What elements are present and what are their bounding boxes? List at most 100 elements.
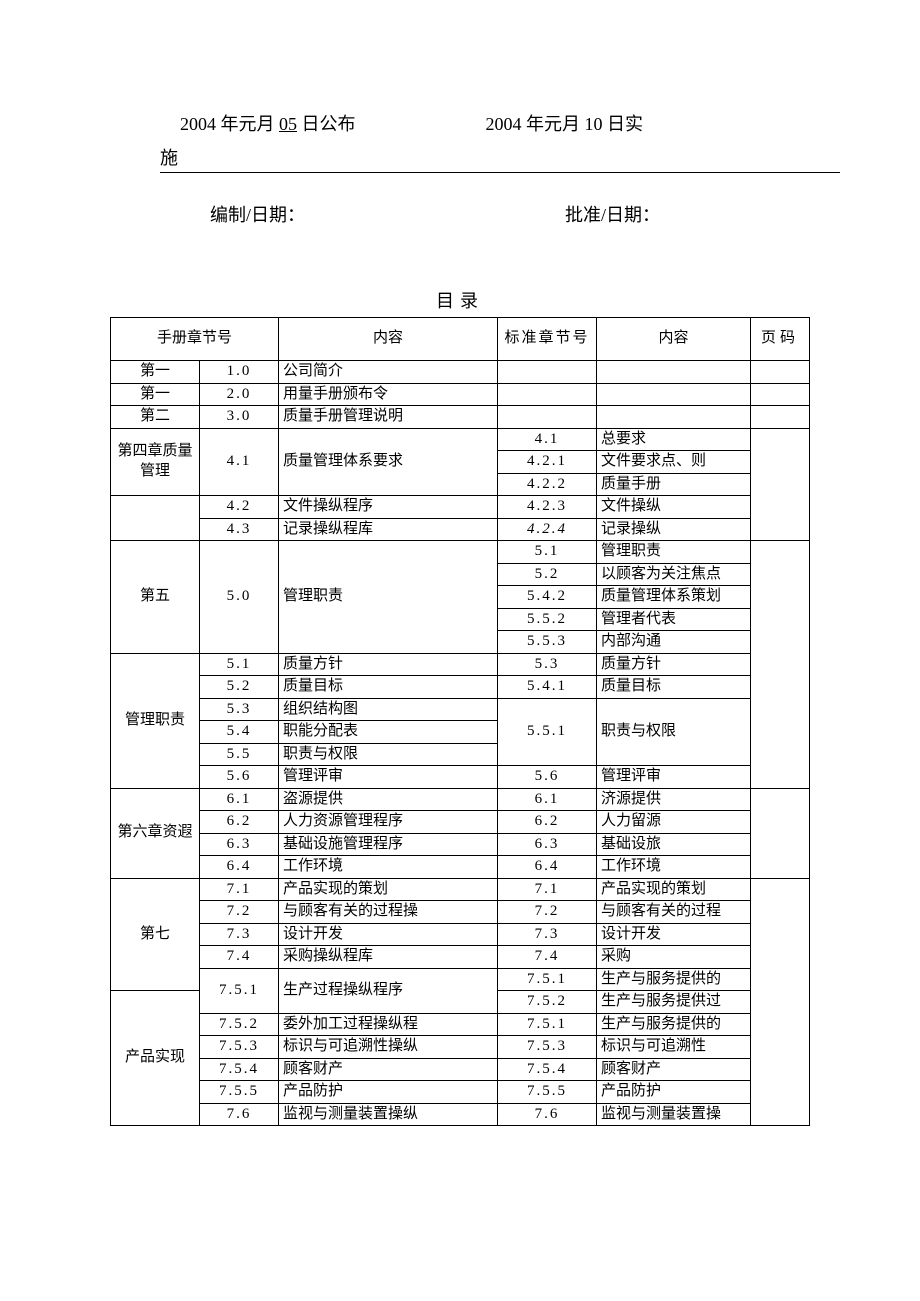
table-row: 7.5.1 生产过程操纵程序 7.5.1 生产与服务提供的 — [111, 968, 810, 991]
cell-content2: 生产与服务提供的 — [597, 1013, 751, 1036]
cell-content2: 采购 — [597, 946, 751, 969]
cell-content2: 管理评审 — [597, 766, 751, 789]
table-row: 7.3 设计开发 7.3 设计开发 — [111, 923, 810, 946]
cell-sec: 5.0 — [200, 541, 279, 654]
table-row: 第一 1.0 公司简介 — [111, 361, 810, 384]
cell-sec: 5.6 — [200, 766, 279, 789]
cell-std: 5.3 — [498, 653, 597, 676]
cell-std: 7.5.5 — [498, 1081, 597, 1104]
cell-std: 5.5.2 — [498, 608, 597, 631]
cell-content2: 生产与服务提供的 — [597, 968, 751, 991]
toc-title: 目录 — [110, 287, 810, 313]
cell-std: 4.2.4 — [498, 518, 597, 541]
publish-suffix: 日公布 — [302, 114, 356, 134]
compile-label: 编制/日期： — [210, 201, 305, 227]
table-row: 第二 3.0 质量手册管理说明 — [111, 406, 810, 429]
cell-content2: 顾客财产 — [597, 1058, 751, 1081]
table-row: 7.2 与顾客有关的过程操 7.2 与顾客有关的过程 — [111, 901, 810, 924]
document-page: 2004 年元月 05 日公布 2004 年元月 10 日实 施 编制/日期： … — [0, 0, 920, 1301]
cell-sec: 6.4 — [200, 856, 279, 879]
table-row: 4.3 记录操纵程库 4.2.4 记录操纵 — [111, 518, 810, 541]
col-content2-header: 内容 — [597, 318, 751, 361]
cell-content2: 与顾客有关的过程 — [597, 901, 751, 924]
cell-sec: 6.2 — [200, 811, 279, 834]
cell-content2: 质量目标 — [597, 676, 751, 699]
approve-label: 批准/日期： — [565, 201, 660, 227]
cell-sec: 7.5.4 — [200, 1058, 279, 1081]
cell-content: 公司简介 — [279, 361, 498, 384]
table-header-row: 手册章节号 内容 标准章节号 内容 页码 — [111, 318, 810, 361]
cell-chapter: 第一 — [111, 361, 200, 384]
cell-sec: 4.1 — [200, 428, 279, 496]
cell-page — [751, 788, 810, 878]
cell-sec: 7.5.2 — [200, 1013, 279, 1036]
col-chapter-header: 手册章节号 — [111, 318, 279, 361]
cell-std: 6.2 — [498, 811, 597, 834]
cell-page — [751, 383, 810, 406]
table-row: 第五 5.0 管理职责 5.1 管理职责 — [111, 541, 810, 564]
cell-content: 生产过程操纵程序 — [279, 968, 498, 1013]
cell-content: 盗源提供 — [279, 788, 498, 811]
cell-chapter-7a: 第七 — [111, 878, 200, 991]
cell-std: 7.5.1 — [498, 1013, 597, 1036]
cell-sec: 7.1 — [200, 878, 279, 901]
cell-content2: 内部沟通 — [597, 631, 751, 654]
cell-sec: 6.1 — [200, 788, 279, 811]
cell-std: 4.1 — [498, 428, 597, 451]
cell-std: 5.4.2 — [498, 586, 597, 609]
cell-content: 采购操纵程库 — [279, 946, 498, 969]
table-row: 7.5.2 委外加工过程操纵程 7.5.1 生产与服务提供的 — [111, 1013, 810, 1036]
cell-std: 7.2 — [498, 901, 597, 924]
cell-std: 5.1 — [498, 541, 597, 564]
cell-sec: 5.2 — [200, 676, 279, 699]
cell-content2: 记录操纵 — [597, 518, 751, 541]
cell-content2: 标识与可追溯性 — [597, 1036, 751, 1059]
cell-content2: 产品防护 — [597, 1081, 751, 1104]
cell-chapter-5b: 管理职责 — [111, 653, 200, 788]
cell-sec: 5.5 — [200, 743, 279, 766]
cell-content: 基础设施管理程序 — [279, 833, 498, 856]
cell-content: 顾客财产 — [279, 1058, 498, 1081]
cell-content: 质量方针 — [279, 653, 498, 676]
cell-content: 质量管理体系要求 — [279, 428, 498, 496]
cell-chapter: 第二 — [111, 406, 200, 429]
cell-sec: 6.3 — [200, 833, 279, 856]
cell-content: 产品实现的策划 — [279, 878, 498, 901]
cell-content2: 质量方针 — [597, 653, 751, 676]
col-page-header: 页码 — [751, 318, 810, 361]
cell-content2 — [597, 361, 751, 384]
cell-content: 用量手册颁布令 — [279, 383, 498, 406]
cell-std: 7.5.1 — [498, 968, 597, 991]
cell-sec: 7.6 — [200, 1103, 279, 1126]
cell-std: 5.2 — [498, 563, 597, 586]
cell-content: 质量目标 — [279, 676, 498, 699]
table-row: 第七 7.1 产品实现的策划 7.1 产品实现的策划 — [111, 878, 810, 901]
cell-std: 4.2.1 — [498, 451, 597, 474]
cell-content: 设计开发 — [279, 923, 498, 946]
cell-page — [751, 361, 810, 384]
cell-content2: 文件操纵 — [597, 496, 751, 519]
cell-content2: 济源提供 — [597, 788, 751, 811]
table-row: 5.2 质量目标 5.4.1 质量目标 — [111, 676, 810, 699]
cell-content: 管理评审 — [279, 766, 498, 789]
cell-sec: 7.5.5 — [200, 1081, 279, 1104]
cell-content: 人力资源管理程序 — [279, 811, 498, 834]
cell-std: 6.1 — [498, 788, 597, 811]
table-row: 6.3 基础设施管理程序 6.3 基础设旅 — [111, 833, 810, 856]
cell-std: 5.5.3 — [498, 631, 597, 654]
cell-std: 6.3 — [498, 833, 597, 856]
publish-date: 2004 年元月 05 日公布 — [180, 110, 356, 136]
cell-sec: 7.3 — [200, 923, 279, 946]
cell-page — [751, 878, 810, 1126]
cell-content2: 管理职责 — [597, 541, 751, 564]
cell-content: 记录操纵程库 — [279, 518, 498, 541]
toc-table: 手册章节号 内容 标准章节号 内容 页码 第一 1.0 公司简介 第一 2.0 … — [110, 317, 810, 1126]
cell-std — [498, 406, 597, 429]
table-row: 5.3 组织结构图 5.5.1 职责与权限 — [111, 698, 810, 721]
cell-std: 5.4.1 — [498, 676, 597, 699]
cell-content2: 质量管理体系策划 — [597, 586, 751, 609]
table-row: 6.4 工作环境 6.4 工作环境 — [111, 856, 810, 879]
cell-std: 7.5.2 — [498, 991, 597, 1014]
cell-content: 委外加工过程操纵程 — [279, 1013, 498, 1036]
cell-std: 4.2.2 — [498, 473, 597, 496]
